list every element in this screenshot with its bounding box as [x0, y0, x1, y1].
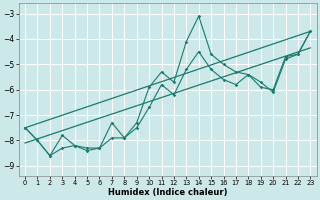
X-axis label: Humidex (Indice chaleur): Humidex (Indice chaleur)	[108, 188, 228, 197]
